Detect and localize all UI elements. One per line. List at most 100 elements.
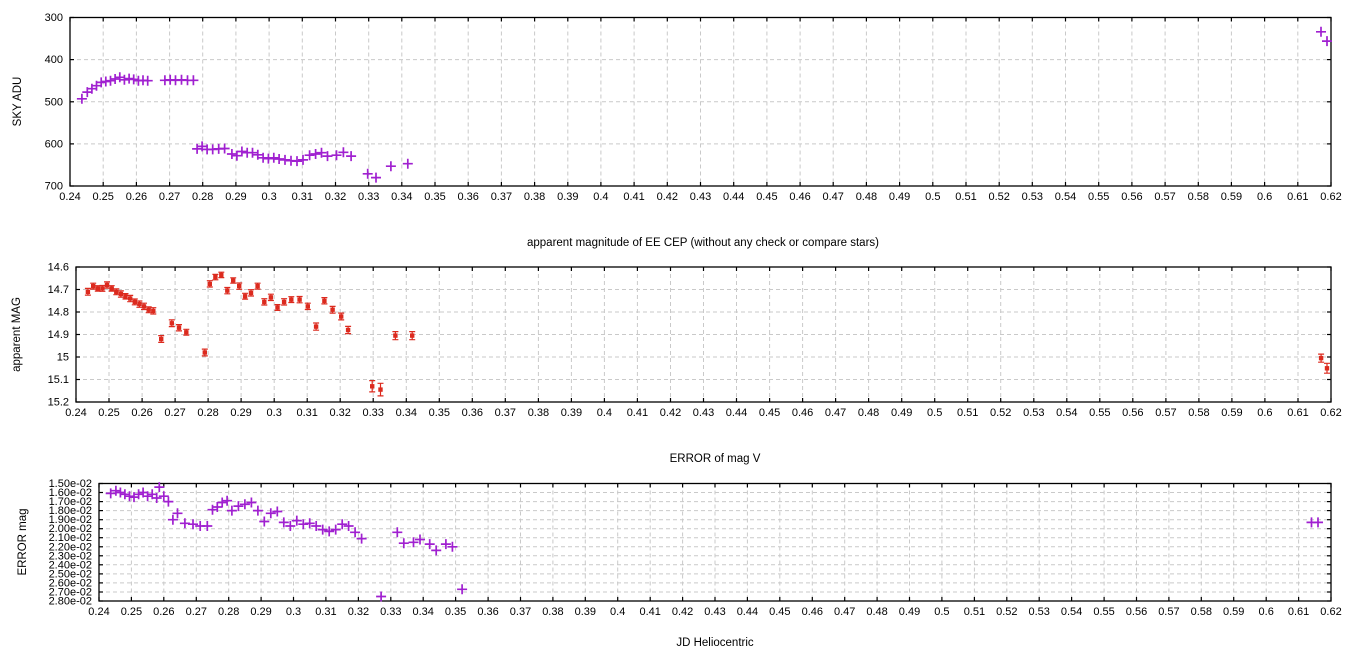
svg-text:0.59: 0.59 — [1223, 606, 1244, 618]
sky-adu-y-axis-label: SKY ADU — [12, 77, 24, 127]
svg-text:0.61: 0.61 — [1288, 606, 1309, 618]
svg-text:0.53: 0.53 — [1028, 606, 1049, 618]
svg-text:0.46: 0.46 — [789, 191, 810, 203]
svg-text:0.24: 0.24 — [88, 606, 109, 618]
svg-text:0.45: 0.45 — [759, 407, 780, 419]
svg-text:0.25: 0.25 — [98, 407, 119, 419]
svg-text:1.60e-02: 1.60e-02 — [49, 487, 92, 499]
svg-text:0.57: 0.57 — [1158, 606, 1179, 618]
svg-text:0.57: 0.57 — [1154, 191, 1175, 203]
svg-text:0.43: 0.43 — [690, 191, 711, 203]
svg-text:0.28: 0.28 — [218, 606, 239, 618]
svg-text:0.59: 0.59 — [1221, 407, 1242, 419]
svg-text:0.47: 0.47 — [834, 606, 855, 618]
svg-text:0.56: 0.56 — [1122, 407, 1143, 419]
svg-text:0.38: 0.38 — [528, 407, 549, 419]
svg-text:0.34: 0.34 — [412, 606, 433, 618]
svg-text:0.42: 0.42 — [672, 606, 693, 618]
svg-text:0.26: 0.26 — [131, 407, 152, 419]
svg-text:0.32: 0.32 — [348, 606, 369, 618]
svg-text:0.5: 0.5 — [934, 606, 949, 618]
svg-text:1.70e-02: 1.70e-02 — [49, 496, 92, 508]
svg-text:0.61: 0.61 — [1287, 407, 1308, 419]
svg-text:0.41: 0.41 — [627, 407, 648, 419]
svg-text:0.34: 0.34 — [391, 191, 412, 203]
svg-text:0.43: 0.43 — [704, 606, 725, 618]
svg-text:15.1: 15.1 — [48, 374, 69, 386]
svg-text:0.49: 0.49 — [891, 407, 912, 419]
svg-text:2.50e-02: 2.50e-02 — [49, 568, 92, 580]
svg-text:0.56: 0.56 — [1126, 606, 1147, 618]
svg-text:0.45: 0.45 — [769, 606, 790, 618]
svg-text:0.48: 0.48 — [866, 606, 887, 618]
svg-text:0.28: 0.28 — [197, 407, 218, 419]
svg-text:0.52: 0.52 — [988, 191, 1009, 203]
svg-text:0.56: 0.56 — [1121, 191, 1142, 203]
svg-text:0.47: 0.47 — [822, 191, 843, 203]
svg-text:0.35: 0.35 — [429, 407, 450, 419]
svg-text:0.33: 0.33 — [380, 606, 401, 618]
svg-text:0.51: 0.51 — [957, 407, 978, 419]
svg-text:0.37: 0.37 — [491, 191, 512, 203]
svg-text:0.5: 0.5 — [925, 191, 940, 203]
svg-text:0.29: 0.29 — [230, 407, 251, 419]
error-mag-panel: 0.24 0.25 0.26 0.27 0.28 0.29 0.3 0.31 0.32 0.33 0… — [49, 478, 1342, 618]
svg-text:0.33: 0.33 — [362, 407, 383, 419]
svg-text:14.8: 14.8 — [48, 307, 69, 319]
svg-text:0.24: 0.24 — [59, 191, 80, 203]
svg-text:0.62: 0.62 — [1320, 191, 1341, 203]
svg-text:0.53: 0.53 — [1022, 191, 1043, 203]
svg-text:0.3: 0.3 — [267, 407, 282, 419]
svg-text:0.59: 0.59 — [1221, 191, 1242, 203]
svg-text:0.58: 0.58 — [1188, 407, 1209, 419]
sky-adu-panel: 0.24 0.25 0.26 0.27 0.28 0.29 0.3 0.31 0.32 0.33 0… — [45, 12, 1342, 203]
svg-text:1.90e-02: 1.90e-02 — [49, 514, 92, 526]
svg-text:0.26: 0.26 — [126, 191, 147, 203]
svg-text:0.3: 0.3 — [286, 606, 301, 618]
svg-text:0.44: 0.44 — [723, 191, 744, 203]
svg-text:0.31: 0.31 — [292, 191, 313, 203]
svg-text:14.6: 14.6 — [48, 262, 69, 274]
svg-text:1.50e-02: 1.50e-02 — [49, 478, 92, 490]
apparent-mag-y-axis-label: apparent MAG — [11, 297, 23, 372]
svg-text:0.35: 0.35 — [445, 606, 466, 618]
x-axis-label: JD Heliocentric — [676, 637, 754, 649]
svg-text:0.46: 0.46 — [792, 407, 813, 419]
svg-text:0.35: 0.35 — [424, 191, 445, 203]
svg-text:0.54: 0.54 — [1061, 606, 1082, 618]
svg-text:0.4: 0.4 — [593, 191, 608, 203]
svg-text:0.44: 0.44 — [737, 606, 758, 618]
svg-text:0.38: 0.38 — [524, 191, 545, 203]
svg-text:0.32: 0.32 — [329, 407, 350, 419]
svg-text:14.7: 14.7 — [48, 284, 69, 296]
svg-text:0.6: 0.6 — [1257, 407, 1272, 419]
svg-text:0.37: 0.37 — [510, 606, 531, 618]
svg-text:0.52: 0.52 — [990, 407, 1011, 419]
svg-text:0.37: 0.37 — [495, 407, 516, 419]
svg-text:0.5: 0.5 — [927, 407, 942, 419]
svg-text:0.3: 0.3 — [261, 191, 276, 203]
svg-text:0.53: 0.53 — [1023, 407, 1044, 419]
svg-text:0.32: 0.32 — [325, 191, 346, 203]
svg-text:0.62: 0.62 — [1320, 606, 1341, 618]
svg-text:0.48: 0.48 — [856, 191, 877, 203]
svg-text:0.61: 0.61 — [1287, 191, 1308, 203]
svg-text:0.62: 0.62 — [1320, 407, 1341, 419]
svg-text:0.27: 0.27 — [164, 407, 185, 419]
svg-text:2.80e-02: 2.80e-02 — [49, 596, 92, 608]
svg-text:15.2: 15.2 — [48, 397, 69, 409]
svg-text:14.9: 14.9 — [48, 329, 69, 341]
svg-text:0.33: 0.33 — [358, 191, 379, 203]
svg-text:0.41: 0.41 — [623, 191, 644, 203]
svg-text:0.25: 0.25 — [92, 191, 113, 203]
svg-text:0.39: 0.39 — [561, 407, 582, 419]
apparent-mag-panel: 0.24 0.25 0.26 0.27 0.28 0.29 0.3 0.31 0.32 0.33 0… — [48, 262, 1342, 420]
svg-text:0.4: 0.4 — [610, 606, 625, 618]
svg-text:0.39: 0.39 — [557, 191, 578, 203]
svg-text:0.45: 0.45 — [756, 191, 777, 203]
svg-text:2.20e-02: 2.20e-02 — [49, 541, 92, 553]
svg-text:0.24: 0.24 — [65, 407, 86, 419]
svg-text:0.55: 0.55 — [1093, 606, 1114, 618]
svg-text:2.00e-02: 2.00e-02 — [49, 523, 92, 535]
